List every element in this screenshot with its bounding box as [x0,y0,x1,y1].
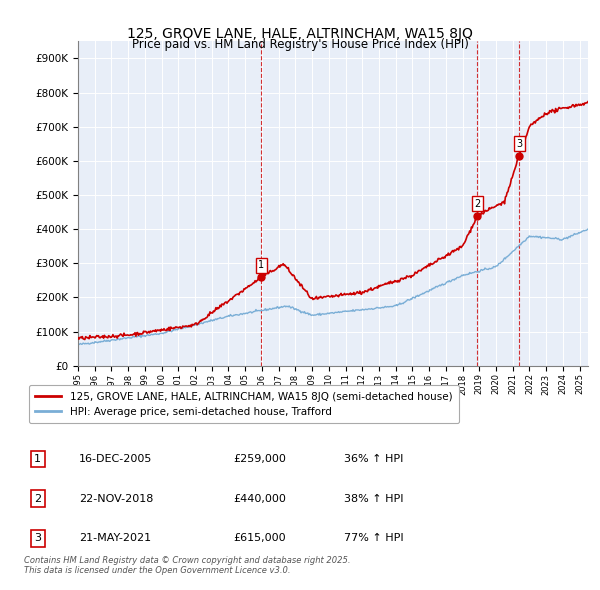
Text: 1: 1 [34,454,41,464]
Text: 36% ↑ HPI: 36% ↑ HPI [344,454,404,464]
Text: 3: 3 [34,533,41,543]
Text: 22-NOV-2018: 22-NOV-2018 [79,494,154,503]
Text: 16-DEC-2005: 16-DEC-2005 [79,454,152,464]
Text: Price paid vs. HM Land Registry's House Price Index (HPI): Price paid vs. HM Land Registry's House … [131,38,469,51]
Legend: 125, GROVE LANE, HALE, ALTRINCHAM, WA15 8JQ (semi-detached house), HPI: Average : 125, GROVE LANE, HALE, ALTRINCHAM, WA15 … [29,385,459,423]
Text: 2: 2 [475,199,481,208]
Text: 2: 2 [34,494,41,503]
Text: 1: 1 [258,260,265,270]
Text: 38% ↑ HPI: 38% ↑ HPI [344,494,404,503]
Text: 77% ↑ HPI: 77% ↑ HPI [344,533,404,543]
Text: 125, GROVE LANE, HALE, ALTRINCHAM, WA15 8JQ: 125, GROVE LANE, HALE, ALTRINCHAM, WA15 … [127,27,473,41]
Text: £259,000: £259,000 [234,454,287,464]
Text: £440,000: £440,000 [234,494,287,503]
Text: Contains HM Land Registry data © Crown copyright and database right 2025.
This d: Contains HM Land Registry data © Crown c… [24,556,350,575]
Text: £615,000: £615,000 [234,533,286,543]
Text: 3: 3 [516,139,523,149]
Text: 21-MAY-2021: 21-MAY-2021 [79,533,151,543]
